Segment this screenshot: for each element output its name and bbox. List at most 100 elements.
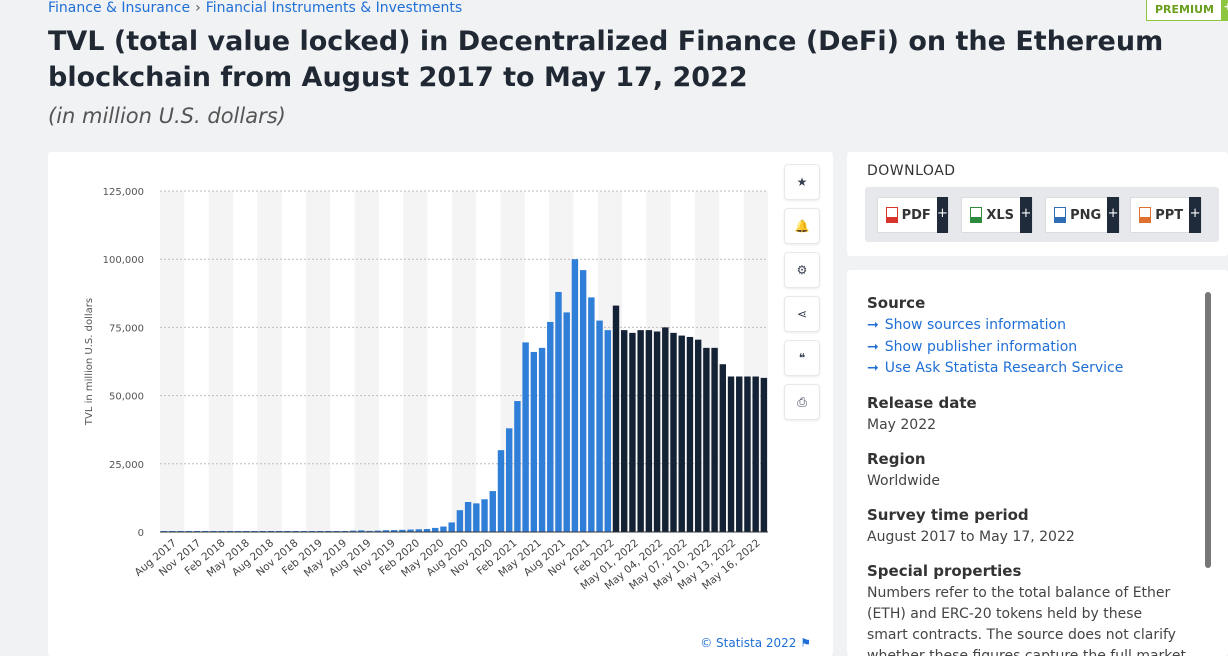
bar — [719, 364, 727, 532]
share-icon: ⋖ — [796, 307, 808, 321]
bar — [390, 530, 398, 532]
download-ppt-button[interactable]: PPT + — [1130, 197, 1202, 233]
bar — [489, 491, 496, 532]
bar — [686, 336, 694, 532]
download-xls-button[interactable]: XLS + — [961, 197, 1033, 233]
plus-icon: + — [1107, 197, 1119, 233]
bar — [399, 529, 406, 532]
premium-badge[interactable]: PREMIUM + — [1146, 0, 1228, 21]
bar — [711, 347, 718, 532]
plus-icon: + — [936, 197, 948, 233]
bar — [382, 530, 390, 532]
bar — [481, 499, 488, 532]
breadcrumb-link-instruments[interactable]: Financial Instruments & Investments — [205, 0, 463, 16]
bar — [538, 347, 546, 532]
bar — [497, 450, 505, 532]
bar — [604, 330, 611, 532]
quote-button[interactable]: ❝ — [784, 340, 820, 376]
ppt-file-icon — [1139, 207, 1152, 223]
plot-band — [305, 191, 331, 532]
bar — [374, 530, 381, 532]
bar — [645, 330, 653, 532]
gear-button[interactable]: ⚙ — [784, 252, 820, 288]
show-sources-link[interactable]: ➞ Show sources information — [867, 315, 1187, 337]
y-tick-label: 75,000 — [109, 323, 144, 334]
show-sources-label: Show sources information — [884, 317, 1066, 333]
info-scrollbar[interactable] — [1205, 292, 1211, 568]
chart-toolbar: ★ 🔔 ⚙ ⋖ ❝ ⎙ — [784, 164, 820, 428]
download-buttons: PDF + XLS + PNG + PPT + — [865, 187, 1219, 242]
bar — [349, 530, 357, 532]
y-tick-label: 0 — [138, 528, 144, 539]
bar — [456, 510, 464, 532]
bar — [752, 376, 759, 532]
gear-icon: ⚙ — [796, 263, 808, 277]
bar — [473, 503, 480, 532]
bell-button[interactable]: 🔔 — [784, 208, 820, 244]
bar — [612, 305, 620, 532]
plot-band — [208, 191, 233, 532]
bell-icon: 🔔 — [794, 219, 810, 233]
bar — [464, 501, 472, 532]
bar — [563, 312, 570, 532]
bar — [588, 297, 595, 532]
bar — [423, 528, 431, 532]
y-tick-label: 25,000 — [109, 460, 144, 471]
bar — [662, 327, 669, 532]
bar — [547, 321, 554, 532]
bar — [366, 530, 373, 532]
y-axis-title: TVL in million U.S. dollars — [84, 298, 95, 426]
star-icon: ★ — [796, 175, 808, 189]
bar — [736, 376, 743, 532]
ask-statista-label: Use Ask Statista Research Service — [884, 360, 1124, 376]
bar — [432, 527, 439, 532]
bar — [530, 351, 538, 532]
region-value: Worldwide — [867, 472, 940, 489]
bar — [448, 522, 455, 532]
arrow-right-icon: ➞ — [867, 338, 879, 355]
bar — [415, 529, 423, 532]
plot-band — [500, 191, 525, 532]
region-heading: Region — [867, 449, 926, 468]
flag-icon: ⚑ — [800, 636, 811, 650]
bar — [579, 270, 587, 532]
download-png-button[interactable]: PNG + — [1045, 197, 1120, 233]
ask-statista-link[interactable]: ➞ Use Ask Statista Research Service — [867, 358, 1187, 380]
download-pdf-button[interactable]: PDF + — [877, 197, 949, 233]
show-publisher-label: Show publisher information — [884, 338, 1078, 355]
bar — [440, 526, 447, 532]
pdf-file-icon — [886, 207, 898, 223]
survey-period-value: August 2017 to May 17, 2022 — [867, 528, 1075, 545]
page-title: TVL (total value locked) in Decentralize… — [48, 26, 1164, 93]
star-button[interactable]: ★ — [784, 164, 820, 200]
bar — [407, 529, 414, 532]
download-title: DOWNLOAD — [867, 163, 956, 179]
statista-credit[interactable]: © Statista 2022 ⚑ — [700, 636, 811, 650]
download-png-label: PNG — [1070, 207, 1102, 223]
bar — [358, 530, 365, 532]
info-card: Source ➞ Show sources information ➞ Show p… — [847, 270, 1228, 656]
tvl-bar-chart: 0 25,000 50,000 75,000 100,000 125,000 TVL in … — [84, 187, 768, 592]
bar — [505, 428, 513, 532]
print-button[interactable]: ⎙ — [784, 384, 820, 420]
bar — [703, 347, 710, 532]
special-properties-text: Numbers refer to the total balance of Et… — [867, 584, 1187, 656]
breadcrumb-separator: › — [195, 0, 201, 16]
plot-band — [354, 191, 379, 532]
download-card: DOWNLOAD PDF + XLS + PNG + PPT + — [847, 152, 1228, 256]
arrow-right-icon: ➞ — [867, 360, 879, 376]
xls-file-icon — [970, 207, 983, 223]
bar — [653, 331, 661, 532]
bar — [555, 291, 562, 532]
show-publisher-link[interactable]: ➞ Show publisher information — [867, 337, 1187, 359]
share-button[interactable]: ⋖ — [784, 296, 820, 332]
png-file-icon — [1054, 207, 1067, 223]
breadcrumb-link-finance[interactable]: Finance & Insurance — [48, 0, 191, 16]
plot-band — [257, 191, 282, 532]
plot-band — [403, 191, 428, 532]
download-ppt-label: PPT — [1155, 207, 1184, 223]
release-date-heading: Release date — [867, 393, 977, 412]
chart-card: 0 25,000 50,000 75,000 100,000 125,000 TVL in … — [48, 152, 833, 656]
bar — [744, 376, 751, 532]
print-icon: ⎙ — [797, 394, 807, 409]
